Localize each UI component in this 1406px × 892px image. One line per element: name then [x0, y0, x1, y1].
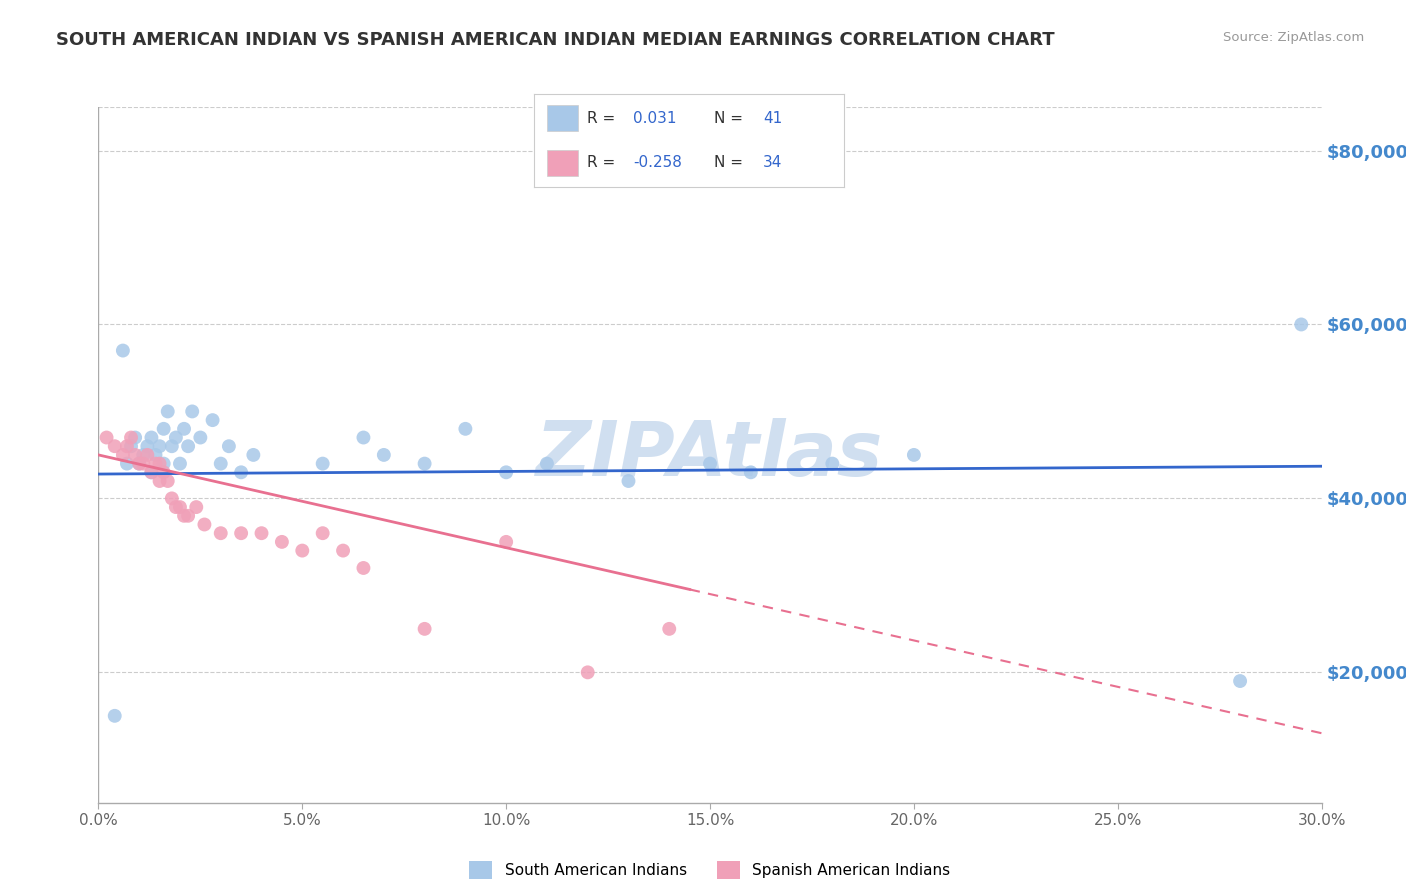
Point [115, 439, 138, 453]
Point [352, 561, 374, 575]
Point [152, 422, 174, 436]
Point [209, 457, 232, 471]
Point [149, 457, 172, 471]
Point [617, 474, 640, 488]
Point [120, 439, 142, 453]
Point [658, 622, 681, 636]
Text: N =: N = [714, 111, 742, 126]
Point [312, 457, 335, 471]
Point [124, 448, 146, 462]
Point [136, 448, 159, 462]
Point [413, 622, 436, 636]
Point [132, 457, 155, 471]
Legend: South American Indians, Spanish American Indians: South American Indians, Spanish American… [464, 855, 956, 886]
Point [903, 448, 925, 462]
Point [169, 500, 191, 514]
Point [413, 457, 436, 471]
Point [177, 508, 200, 523]
Point [136, 439, 159, 453]
Point [231, 466, 253, 480]
Point [165, 430, 187, 444]
Point [173, 422, 195, 436]
Point [152, 457, 174, 471]
Point [186, 500, 208, 514]
Point [218, 439, 240, 453]
Point [1291, 318, 1313, 332]
Point [181, 404, 204, 418]
Point [120, 430, 142, 444]
Point [156, 474, 179, 488]
Point [104, 708, 127, 723]
Point [145, 448, 167, 462]
Point [740, 466, 762, 480]
Point [332, 543, 354, 558]
Point [156, 404, 179, 418]
Point [495, 466, 517, 480]
Point [152, 466, 174, 480]
Point [124, 430, 146, 444]
Point [165, 500, 187, 514]
Text: SOUTH AMERICAN INDIAN VS SPANISH AMERICAN INDIAN MEDIAN EARNINGS CORRELATION CHA: SOUTH AMERICAN INDIAN VS SPANISH AMERICA… [56, 31, 1054, 49]
Text: Source: ZipAtlas.com: Source: ZipAtlas.com [1223, 31, 1364, 45]
Point [128, 457, 150, 471]
Bar [547, 150, 578, 176]
Point [242, 448, 264, 462]
Point [111, 343, 134, 358]
Text: -0.258: -0.258 [633, 155, 682, 170]
Point [149, 439, 172, 453]
Point [291, 543, 314, 558]
Point [128, 457, 150, 471]
Point [312, 526, 335, 541]
Point [141, 466, 163, 480]
Text: ZIPAtlas: ZIPAtlas [536, 418, 884, 491]
Point [104, 439, 127, 453]
Point [160, 491, 183, 506]
Point [352, 430, 374, 444]
Text: 34: 34 [763, 155, 783, 170]
Point [536, 457, 558, 471]
Point [173, 508, 195, 523]
Point [160, 439, 183, 453]
Text: R =: R = [586, 155, 614, 170]
Text: 41: 41 [763, 111, 782, 126]
Point [250, 526, 273, 541]
Point [177, 439, 200, 453]
Point [149, 474, 172, 488]
Point [96, 430, 118, 444]
Point [145, 457, 167, 471]
Text: 0.031: 0.031 [633, 111, 676, 126]
Point [1229, 674, 1251, 689]
Point [188, 430, 212, 444]
Point [576, 665, 599, 680]
Text: N =: N = [714, 155, 742, 170]
Bar [547, 105, 578, 131]
Text: R =: R = [586, 111, 614, 126]
Point [141, 466, 163, 480]
Point [201, 413, 224, 427]
Point [132, 448, 155, 462]
Point [495, 534, 517, 549]
Point [141, 430, 163, 444]
Point [270, 534, 294, 549]
Point [193, 517, 215, 532]
Point [209, 526, 232, 541]
Point [169, 457, 191, 471]
Point [454, 422, 477, 436]
Point [821, 457, 844, 471]
Point [373, 448, 395, 462]
Point [115, 457, 138, 471]
Point [231, 526, 253, 541]
Point [111, 448, 134, 462]
Point [699, 457, 721, 471]
